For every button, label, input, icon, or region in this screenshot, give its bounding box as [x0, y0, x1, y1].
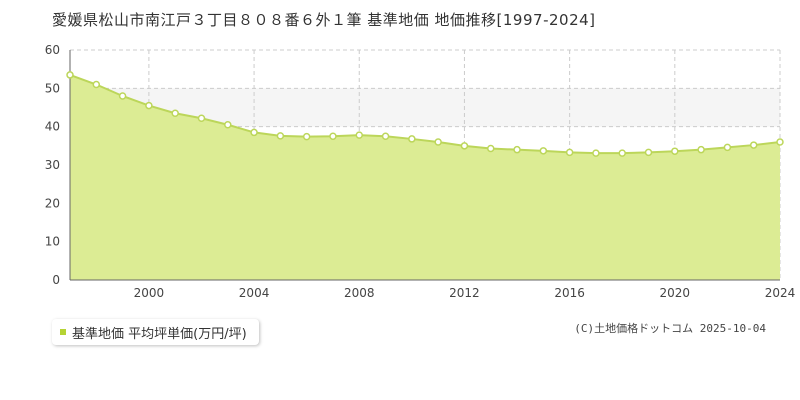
data-point	[66, 71, 74, 79]
data-points	[66, 71, 784, 157]
data-point	[671, 147, 679, 155]
x-tick-label: 2000	[134, 286, 165, 300]
axes	[69, 50, 780, 281]
y-tick-label: 20	[45, 196, 60, 210]
data-point	[460, 142, 469, 150]
data-point	[749, 141, 758, 149]
data-point	[565, 148, 574, 157]
x-tick-label: 2008	[344, 286, 375, 300]
y-tick-label: 40	[45, 120, 60, 134]
data-point	[355, 131, 364, 139]
data-point	[618, 149, 626, 157]
data-point	[539, 147, 548, 155]
data-point	[776, 138, 784, 146]
data-point	[592, 149, 600, 157]
y-tick-label: 0	[52, 273, 60, 287]
y-tick-label: 30	[45, 158, 60, 172]
data-point	[197, 114, 206, 122]
copyright-text: (C)土地価格ドットコム 2025-10-04	[574, 322, 766, 335]
data-point	[434, 138, 442, 146]
data-point	[644, 148, 653, 157]
data-point	[723, 143, 732, 152]
data-point	[381, 132, 390, 140]
area-fill	[70, 74, 780, 281]
data-point	[224, 121, 232, 129]
chart-title: 愛媛県松山市南江戸３丁目８０８番６外１筆 基準地価 地価推移[1997-2024…	[52, 11, 596, 29]
legend: 基準地価 平均坪単価(万円/坪)	[52, 319, 259, 345]
legend-marker-icon	[60, 329, 66, 335]
data-point	[302, 132, 311, 141]
data-point	[408, 135, 416, 143]
data-point	[697, 145, 705, 154]
x-tick-label: 2012	[449, 286, 480, 300]
x-tick-labels: 2000 2004 2008 2012 2016 2020 2024	[134, 286, 796, 300]
data-point	[171, 109, 179, 117]
data-point	[329, 132, 337, 140]
data-point	[145, 101, 153, 110]
data-point	[250, 128, 258, 137]
data-point	[118, 92, 127, 100]
data-point	[276, 132, 285, 140]
y-tick-labels: 0 10 20 30 40 50 60	[45, 43, 60, 287]
x-tick-label: 2024	[765, 286, 796, 300]
legend-label: 基準地価 平均坪単価(万円/坪)	[72, 326, 247, 342]
x-tick-label: 2016	[554, 286, 585, 300]
data-point	[486, 144, 495, 153]
y-tick-label: 10	[45, 235, 60, 249]
data-point	[513, 145, 521, 154]
y-tick-label: 60	[45, 43, 60, 57]
data-point	[92, 80, 101, 89]
x-tick-label: 2004	[239, 286, 270, 300]
x-tick-label: 2020	[660, 286, 691, 300]
series-area	[69, 73, 781, 281]
series-line	[69, 73, 781, 155]
y-tick-label: 50	[45, 81, 60, 95]
